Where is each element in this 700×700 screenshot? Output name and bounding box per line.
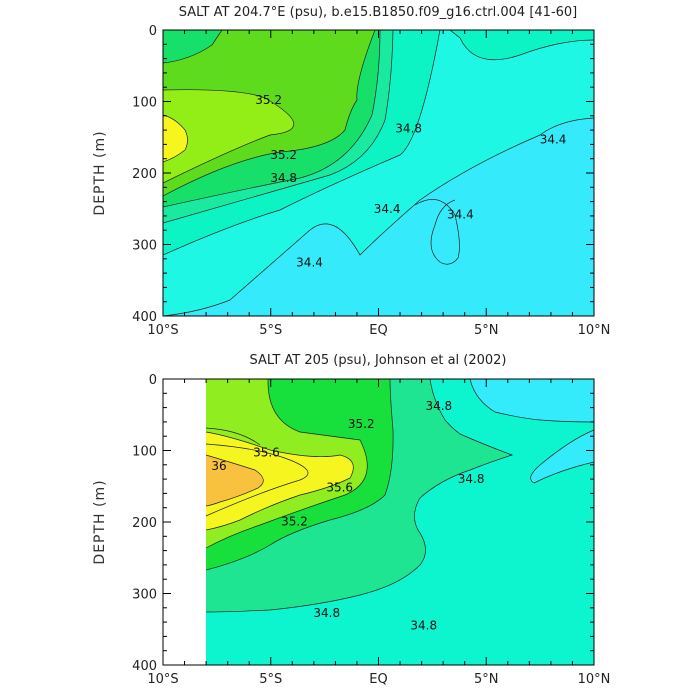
- y-tick-label: 0: [149, 24, 157, 39]
- y-tick-label: 400: [132, 310, 157, 325]
- panel-model-contour-labels: 35.2 35.2 34.8 34.8 34.4 34.4 34.4 34.4: [255, 93, 566, 269]
- contour-label: 36: [211, 459, 226, 473]
- x-tick-label: 10°N: [578, 672, 611, 687]
- y-tick-label: 0: [149, 373, 157, 388]
- contour-label: 34.4: [374, 202, 401, 216]
- contour-label: 35.2: [281, 514, 308, 528]
- x-tick-label: EQ: [369, 323, 387, 338]
- panel-obs-contour-labels: 35.2 34.8 35.6 36 35.6 35.2 34.8 34.8 34.8: [211, 399, 484, 633]
- panel-model-fills: [163, 30, 594, 316]
- panel-model-title: SALT AT 204.7°E (psu), b.e15.B1850.f09_g…: [179, 5, 578, 20]
- panel-model-y-ticks: 0 100 200 300 400: [132, 24, 594, 325]
- fill-35-8: [163, 115, 188, 162]
- y-tick-label: 300: [132, 588, 157, 603]
- x-tick-label: 5°N: [474, 323, 499, 338]
- y-tick-label: 100: [132, 96, 157, 111]
- contour-label: 35.6: [253, 446, 280, 460]
- contour-label: 34.8: [458, 472, 485, 486]
- x-tick-label: EQ: [369, 672, 387, 687]
- contour-label: 34.8: [270, 171, 297, 185]
- y-tick-label: 400: [132, 659, 157, 674]
- fill-34-6-tail: [530, 430, 594, 483]
- contour-label: 35.2: [348, 417, 375, 431]
- x-tick-label: 5°N: [474, 672, 499, 687]
- x-tick-label: 10°S: [147, 323, 178, 338]
- contour-label: 34.4: [540, 132, 567, 146]
- panel-obs-x-ticks: 10°S 5°S EQ 5°N 10°N: [147, 379, 610, 687]
- fill-36-0: [206, 455, 264, 506]
- y-tick-label: 200: [132, 516, 157, 531]
- x-tick-label: 5°S: [259, 323, 282, 338]
- panel-obs-title: SALT AT 205 (psu), Johnson et al (2002): [249, 353, 506, 368]
- y-tick-label: 100: [132, 445, 157, 460]
- fill-34-6: [470, 379, 594, 422]
- contour-label: 34.4: [447, 207, 474, 221]
- panel-model-contours: [163, 30, 594, 316]
- x-tick-label: 5°S: [259, 672, 282, 687]
- panel-obs-fills: [206, 379, 594, 665]
- panel-obs-y-ticks: 0 100 200 300 400: [132, 373, 594, 674]
- contour-label: 34.8: [313, 606, 340, 620]
- panel-obs: SALT AT 205 (psu), Johnson et al (2002) …: [92, 353, 610, 687]
- panel-model-ylabel: DEPTH (m): [92, 130, 108, 215]
- contour-label: 34.8: [425, 399, 452, 413]
- contour-label: 35.6: [326, 481, 353, 495]
- panel-model-x-ticks: 10°S 5°S EQ 5°N 10°N: [147, 30, 610, 338]
- y-tick-label: 300: [132, 239, 157, 254]
- y-tick-label: 200: [132, 167, 157, 182]
- contour-label: 34.4: [296, 255, 323, 269]
- panel-obs-contours: [205, 379, 594, 613]
- fill-35-6: [206, 432, 354, 530]
- x-tick-label: 10°S: [147, 672, 178, 687]
- contour-label: 35.2: [255, 93, 282, 107]
- contour-label: 34.8: [410, 619, 437, 633]
- contour-label: 35.2: [270, 148, 297, 162]
- panel-obs-ylabel: DEPTH (m): [92, 479, 108, 564]
- contour-label: 34.8: [395, 122, 422, 136]
- panel-model: SALT AT 204.7°E (psu), b.e15.B1850.f09_g…: [92, 5, 610, 338]
- x-tick-label: 10°N: [578, 323, 611, 338]
- fill-35-6: [163, 89, 294, 183]
